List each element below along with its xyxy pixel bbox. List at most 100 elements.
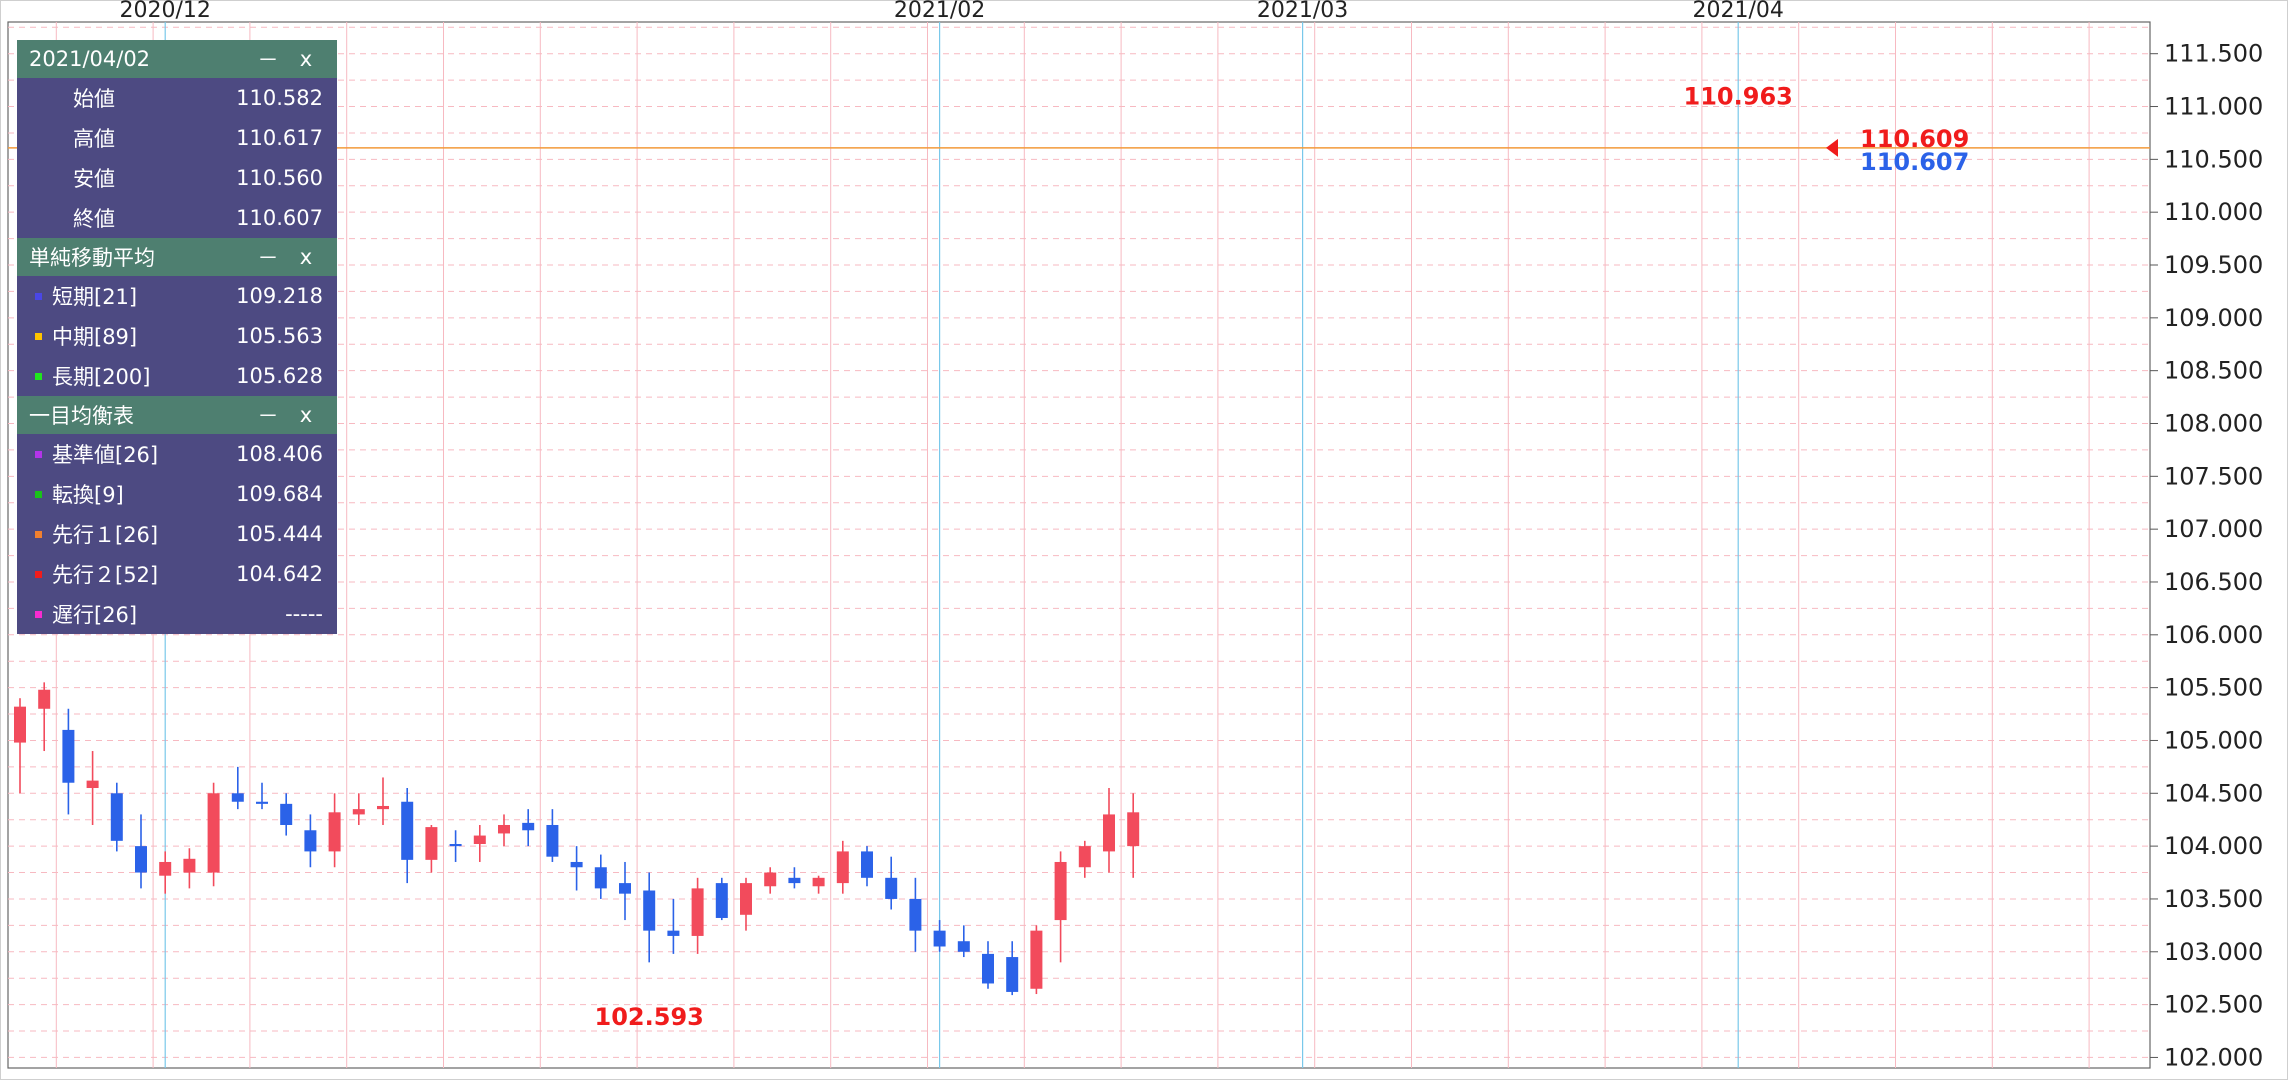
ichimoku-header: 一目均衡表 － x [17, 396, 337, 434]
legend-label: 先行１[26] [52, 523, 159, 547]
legend-label: 高値 [73, 127, 115, 151]
candle-body [619, 883, 631, 894]
candle-body [38, 689, 51, 709]
candle-body [1103, 814, 1115, 852]
price-pointer-icon [1826, 138, 1838, 157]
y-tick-label: 102.000 [2164, 1043, 2263, 1071]
legend-swatch [35, 490, 42, 498]
candle-body [1006, 957, 1019, 992]
ichimoku-close-button[interactable]: x [299, 403, 313, 427]
legend-swatch [35, 332, 42, 340]
legend-value: 105.628 [236, 364, 323, 388]
candle-body [764, 872, 777, 887]
legend-row: 基準値[26] 108.406 [17, 434, 337, 474]
y-tick-label: 111.500 [2164, 40, 2263, 68]
ichimoku-title: 一目均衡表 [29, 404, 134, 428]
sma-header: 単純移動平均 － x [17, 238, 337, 276]
legend-label: 遅行[26] [52, 603, 138, 627]
candle-body [425, 827, 438, 860]
candle-body [1054, 861, 1067, 921]
sma-close-button[interactable]: x [299, 245, 313, 269]
legend-value: 110.560 [236, 166, 323, 190]
y-tick-label: 105.500 [2164, 674, 2263, 702]
candle-body [401, 801, 414, 860]
extreme-label: 102.593 [595, 1003, 704, 1031]
date-axis: 2020/12 2021/02 2021/03 2021/04 [119, 0, 1783, 23]
legend-value: 109.684 [236, 482, 323, 506]
legend-swatch [35, 292, 42, 300]
candle-body [740, 883, 752, 915]
candle-body [691, 888, 704, 936]
candle-body [86, 780, 99, 789]
current-price-label: 110.609 [1860, 125, 1969, 153]
price-axis: 102.000 102.500 103.000 103.500 104.000 104.5… [2150, 40, 2263, 1071]
candle-body [861, 851, 873, 878]
candle-body [982, 953, 994, 984]
legend-label: 転換[9] [52, 483, 124, 507]
candle-body [1127, 812, 1140, 847]
candle-body [812, 877, 825, 887]
candle-body [885, 877, 898, 899]
grid [7, 21, 2151, 1069]
legend-row: 先行１[26] 105.444 [17, 514, 337, 554]
current-price-label: 110.607 [1860, 148, 1969, 176]
legend-row: 中期[89] 105.563 [17, 316, 337, 356]
candles [14, 682, 1140, 996]
legend-value: 105.444 [236, 522, 323, 546]
candle-body [498, 824, 510, 834]
legend-value: 108.406 [236, 442, 323, 466]
candle-body [667, 930, 680, 936]
legend-label: 長期[200] [52, 365, 151, 389]
sma-minimize-button[interactable]: － [257, 246, 279, 270]
legend-row: 終値 110.607 [17, 198, 337, 238]
candle-body [256, 801, 268, 804]
candle-body [110, 793, 123, 841]
legend-value: 110.617 [236, 126, 323, 150]
x-tick-label: 2021/04 [1692, 0, 1783, 23]
y-tick-label: 104.000 [2164, 832, 2263, 860]
y-tick-label: 103.500 [2164, 885, 2263, 913]
legend-label: 始値 [73, 87, 115, 111]
y-tick-label: 106.500 [2164, 568, 2263, 596]
legend-swatch [35, 450, 42, 458]
candle-body [449, 844, 462, 847]
candle-body [328, 812, 341, 852]
x-tick-label: 2021/02 [894, 0, 985, 23]
candle-body [377, 805, 389, 810]
extreme-label: 110.963 [1684, 82, 1793, 110]
candle-body [473, 835, 486, 845]
x-tick-label: 2021/03 [1257, 0, 1348, 23]
legend-row: 転換[9] 109.684 [17, 474, 337, 514]
close-button[interactable]: x [299, 47, 313, 71]
legend-row: 先行２[52] 104.642 [17, 554, 337, 594]
minimize-button[interactable]: － [257, 48, 279, 72]
candle-body [788, 877, 801, 884]
legend-date: 2021/04/02 [29, 47, 151, 71]
legend-value: 104.642 [236, 562, 323, 586]
candle-body [594, 867, 607, 889]
legend-label: 短期[21] [52, 285, 138, 309]
legend-row: 遅行[26] ----- [17, 594, 337, 634]
legend-value: 110.582 [236, 86, 323, 110]
candle-body [14, 706, 26, 743]
candle-body [546, 824, 559, 857]
y-tick-label: 104.500 [2164, 779, 2263, 807]
ichimoku-minimize-button[interactable]: － [257, 404, 279, 428]
candle-body [62, 729, 75, 783]
legend-row: 短期[21] 109.218 [17, 276, 337, 316]
y-tick-label: 106.000 [2164, 621, 2263, 649]
legend-value: ----- [285, 602, 323, 626]
legend-row: 安値 110.560 [17, 158, 337, 198]
legend-date-header: 2021/04/02 － x [17, 40, 337, 78]
legend-value: 109.218 [236, 284, 323, 308]
legend-swatch [35, 372, 42, 380]
sma-title: 単純移動平均 [29, 246, 155, 270]
x-tick-label: 2020/12 [119, 0, 210, 23]
candle-body [207, 793, 220, 873]
y-tick-label: 102.500 [2164, 991, 2263, 1019]
candle-body [933, 930, 946, 947]
candle-body [836, 851, 849, 884]
